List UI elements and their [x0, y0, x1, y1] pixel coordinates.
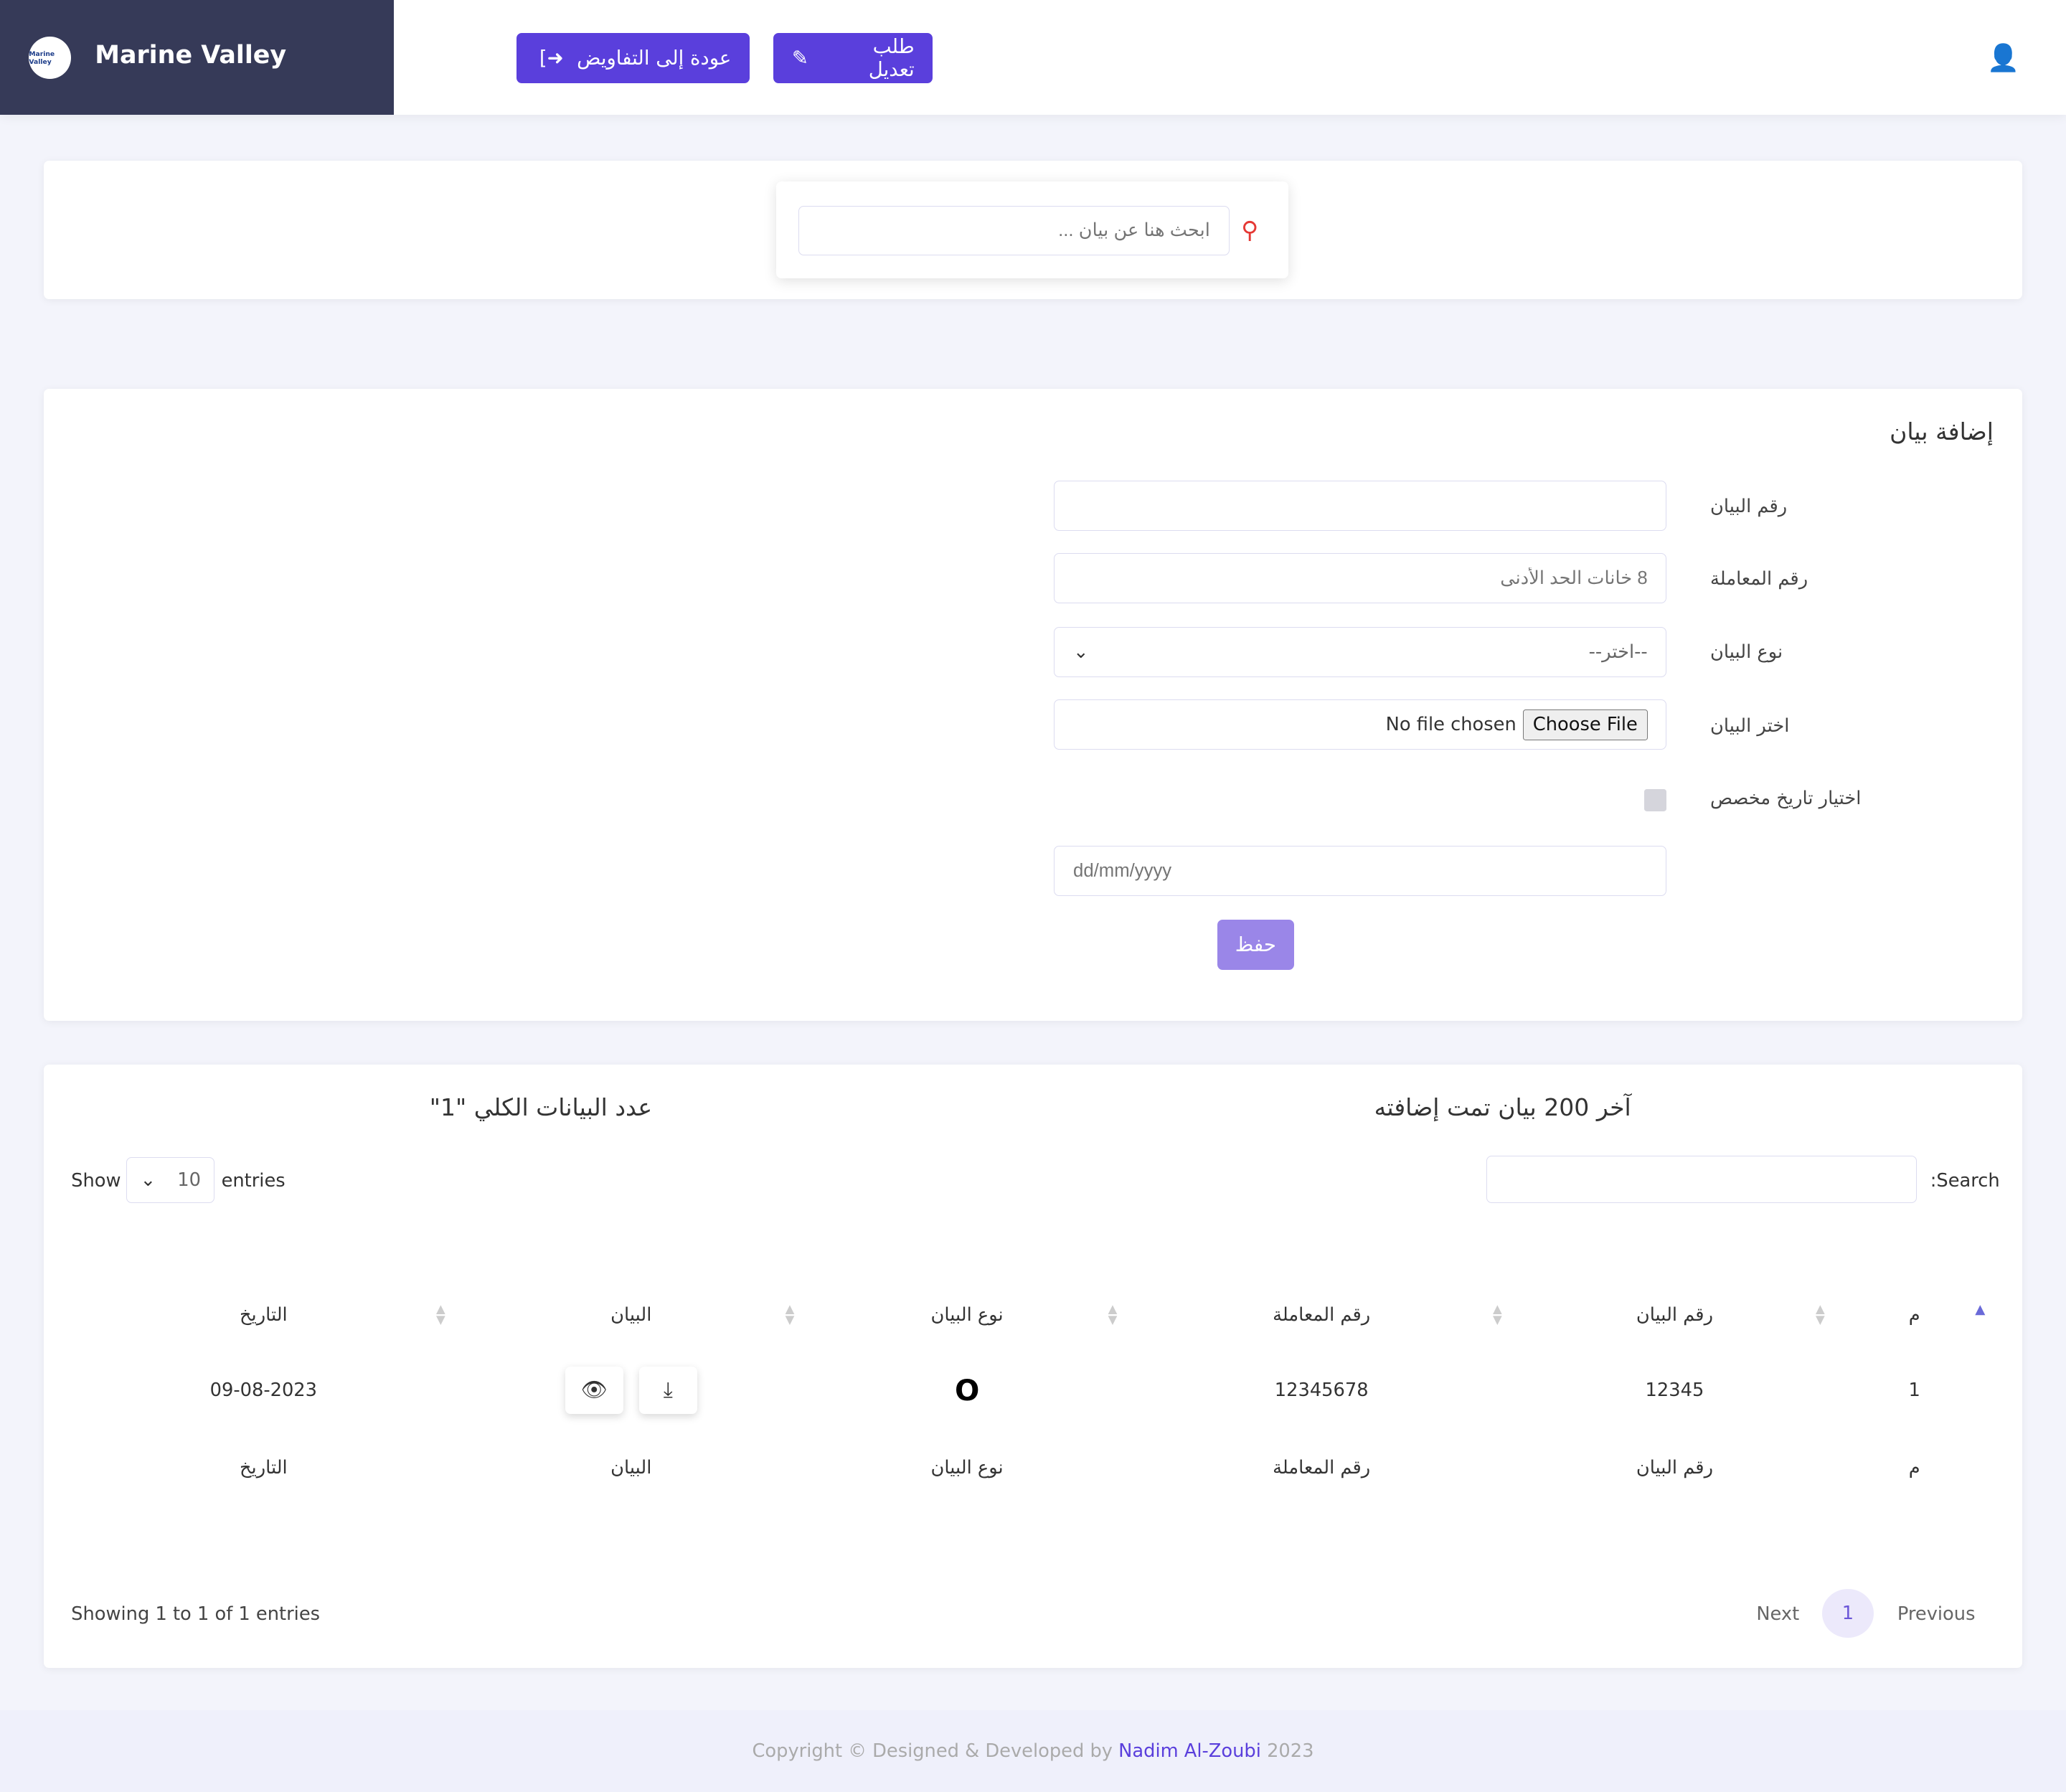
- brand-name: Marine Valley: [95, 40, 287, 70]
- footer-type: نوع البيان: [930, 1457, 1004, 1479]
- footer-index: م: [1908, 1457, 1920, 1479]
- choose-file-button[interactable]: Choose File: [1522, 709, 1648, 740]
- edit-request-button[interactable]: طلب تعديل ✎: [773, 32, 933, 83]
- choose-statement-label: اختر البيان: [1710, 715, 1790, 737]
- sign-in-icon: ➜]: [539, 46, 564, 70]
- footer-date: التاريخ: [239, 1457, 288, 1479]
- statement-number-label: رقم البيان: [1710, 495, 1788, 517]
- chevron-down-icon: ⌄: [1073, 641, 1089, 664]
- file-input[interactable]: No file chosen Choose File: [1054, 699, 1667, 750]
- download-button[interactable]: ⤓: [638, 1366, 697, 1414]
- form-title: إضافة بيان: [1890, 418, 1994, 446]
- author-link[interactable]: Nadim Al-Zoubi: [1118, 1740, 1261, 1763]
- footer-statement-number: رقم البيان: [1636, 1457, 1714, 1479]
- cell-type: O: [954, 1372, 980, 1407]
- table-search-label: Search:: [1930, 1169, 2000, 1192]
- transaction-number-input[interactable]: [1054, 553, 1667, 604]
- date-input[interactable]: [1054, 846, 1667, 896]
- custom-date-label: اختيار تاريخ مخصص: [1710, 788, 1862, 810]
- cell-date: 09-08-2023: [209, 1380, 318, 1402]
- add-statement-card: إضافة بيان رقم البيان رقم المعاملة نوع ا…: [43, 388, 2023, 1022]
- cell-transaction-number: 12345678: [1274, 1380, 1369, 1402]
- chevron-down-icon: ⌄: [140, 1169, 156, 1191]
- copyright-year: 2023: [1267, 1740, 1314, 1763]
- edit-icon: ✎: [791, 46, 808, 70]
- statement-type-label: نوع البيان: [1710, 641, 1783, 664]
- latest-statements-title: آخر 200 بيان تمت إضافته: [1374, 1093, 1631, 1122]
- footer: Copyright © Designed & Developed by Nadi…: [0, 1710, 2066, 1792]
- download-icon: ⤓: [663, 1377, 673, 1402]
- search-box: ⚲: [775, 181, 1289, 278]
- logo: Marine Valley: [29, 37, 72, 80]
- back-to-negotiations-button[interactable]: عودة إلى التفاويض ➜]: [516, 32, 750, 83]
- transaction-number-label: رقم المعاملة: [1710, 567, 1808, 590]
- statement-type-select[interactable]: --اختر-- ⌄: [1054, 627, 1667, 678]
- view-button[interactable]: 👁: [565, 1366, 623, 1414]
- show-label: Show: [71, 1169, 121, 1192]
- save-button[interactable]: حفظ: [1217, 920, 1294, 970]
- column-header-type[interactable]: نوع البيان: [930, 1304, 1004, 1326]
- column-header-transaction-number[interactable]: رقم المعاملة: [1273, 1304, 1371, 1326]
- eye-icon: 👁: [580, 1377, 608, 1402]
- sort-icon: ▲ ▼: [785, 1302, 795, 1326]
- column-header-statement-number[interactable]: رقم البيان: [1636, 1304, 1714, 1326]
- column-header-index[interactable]: م: [1908, 1304, 1920, 1326]
- custom-date-checkbox[interactable]: [1644, 789, 1667, 812]
- entries-label: entries: [221, 1169, 286, 1192]
- cell-index: 1: [1908, 1380, 1920, 1402]
- cell-statement-number: 12345: [1645, 1380, 1704, 1402]
- user-icon[interactable]: 👤: [1986, 42, 2020, 73]
- previous-page-button[interactable]: Previous: [1897, 1603, 1976, 1626]
- table-info: Showing 1 to 1 of 1 entries: [71, 1603, 321, 1626]
- sort-icon: ▲ ▼: [1492, 1302, 1502, 1326]
- brand-panel: Marine Valley Marine Valley: [0, 0, 395, 115]
- total-count-title: عدد البيانات الكلي "1": [429, 1093, 653, 1122]
- page-size-select[interactable]: ⌄ 10: [126, 1156, 215, 1203]
- sort-icon: ▲ ▼: [1108, 1302, 1118, 1326]
- search-input[interactable]: [798, 205, 1230, 256]
- column-header-statement[interactable]: البيان: [610, 1304, 652, 1326]
- footer-transaction-number: رقم المعاملة: [1273, 1457, 1371, 1479]
- statement-number-input[interactable]: [1054, 481, 1667, 532]
- search-icon[interactable]: ⚲: [1241, 216, 1259, 245]
- column-header-date[interactable]: التاريخ: [239, 1304, 288, 1326]
- next-page-button[interactable]: Next: [1756, 1603, 1800, 1626]
- statements-table-card: آخر 200 بيان تمت إضافته عدد البيانات الك…: [43, 1065, 2023, 1669]
- sort-icon: ▲ ▼: [435, 1302, 445, 1326]
- sort-icon: ▲ ▼: [1815, 1302, 1825, 1326]
- footer-statement: البيان: [610, 1457, 652, 1479]
- page-1-button[interactable]: 1: [1822, 1589, 1874, 1638]
- table-search-input[interactable]: [1486, 1155, 1918, 1203]
- copyright-text: Copyright © Designed & Developed by: [752, 1740, 1113, 1763]
- sort-asc-icon: ▲: [1975, 1301, 1986, 1317]
